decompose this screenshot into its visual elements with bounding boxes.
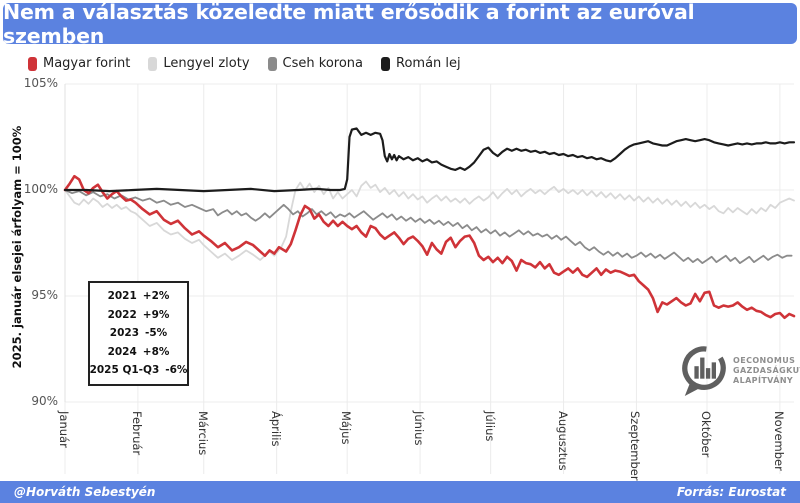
series-line-lengyel-zloty <box>64 180 795 261</box>
annotation-row: 2024 +8% <box>107 345 170 358</box>
y-tick-label: 100% <box>23 182 58 196</box>
x-tick-label: Július <box>482 411 497 442</box>
chart-title: Nem a választás közeledte miatt erősödik… <box>3 0 695 48</box>
legend-label: Román lej <box>396 56 461 71</box>
x-tick-label: Február <box>129 411 144 456</box>
oeconomus-logo-text: OECONOMUS GAZDASÁGKUTATÓ ALAPÍTVÁNY <box>733 356 800 385</box>
x-tick-label: Augusztus <box>555 411 570 471</box>
annotation-row: 2022 +9% <box>107 308 170 321</box>
yearly-change-annotation-box: 2021 +2% 2022 +9% 2023 -5% 2024 +8% 2025… <box>88 281 189 386</box>
legend-swatch <box>381 56 390 71</box>
y-tick-label: 95% <box>31 288 58 302</box>
chart-title-bar: Nem a választás közeledte miatt erősödik… <box>3 0 797 48</box>
legend-item: Magyar forint <box>28 56 130 71</box>
annotation-row: 2025 Q1-Q3 -6% <box>89 364 188 376</box>
legend-item: Cseh korona <box>267 56 363 71</box>
x-tick-label: Október <box>698 411 713 458</box>
x-tick-label: Szeptember <box>628 411 643 481</box>
legend-swatch <box>267 56 277 71</box>
x-tick-label: Június <box>412 411 427 446</box>
series-line-román-lej <box>63 127 796 193</box>
annotation-row: 2023 -5% <box>109 327 168 339</box>
footer-bar: @Horváth Sebestyén Forrás: Eurostat <box>0 481 800 503</box>
footer-author: @Horváth Sebestyén <box>14 485 156 499</box>
legend-label: Cseh korona <box>282 56 363 71</box>
footer-source: Forrás: Eurostat <box>676 485 786 499</box>
y-tick-label: 105% <box>23 76 58 90</box>
series-line-cseh-korona <box>64 189 793 265</box>
x-tick-label: November <box>771 411 786 471</box>
legend-item: Román lej <box>381 56 461 71</box>
legend: Magyar forint Lengyel zloty Cseh korona Rom… <box>28 56 461 71</box>
x-tick-label: Május <box>339 411 354 445</box>
x-tick-label: Április <box>268 411 283 447</box>
annotation-row: 2021 +2% <box>107 290 170 302</box>
legend-label: Lengyel zloty <box>163 56 250 71</box>
y-tick-label: 90% <box>31 394 58 408</box>
legend-swatch <box>28 56 37 71</box>
oeconomus-logo-icon <box>682 346 726 396</box>
oeconomus-logo: OECONOMUS GAZDASÁGKUTATÓ ALAPÍTVÁNY <box>680 344 800 398</box>
legend-label: Magyar forint <box>43 56 131 71</box>
x-tick-label: Március <box>195 411 210 456</box>
y-axis-title: 2025. január elsejei árfolyam = 100% <box>10 125 24 369</box>
legend-swatch <box>148 56 158 71</box>
legend-item: Lengyel zloty <box>148 56 250 71</box>
series-line-magyar-forint <box>63 174 796 320</box>
x-tick-label: Január <box>57 411 71 448</box>
